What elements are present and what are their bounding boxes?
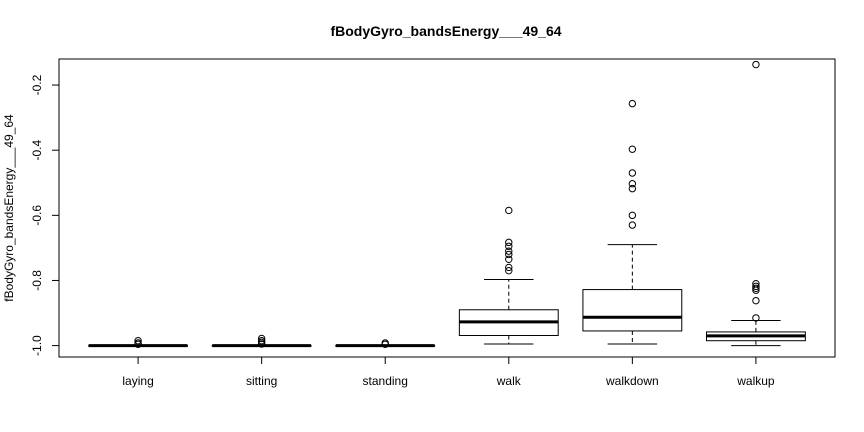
- box-standing: [335, 339, 436, 348]
- y-tick-label: -0.6: [30, 205, 44, 226]
- x-tick-label: walk: [496, 374, 522, 388]
- plot-frame: [58, 58, 836, 358]
- outlier-point: [628, 184, 637, 193]
- x-tick-label: walkup: [736, 374, 775, 388]
- outlier-point: [628, 145, 637, 153]
- outlier-point: [505, 263, 513, 272]
- x-tick-label: laying: [122, 374, 153, 388]
- outlier-point: [505, 238, 513, 247]
- box-walk: [458, 206, 559, 345]
- outlier-point: [134, 340, 142, 348]
- y-tick-label: -1.0: [30, 335, 44, 356]
- outlier-point: [134, 337, 142, 345]
- outlier-point: [505, 242, 513, 250]
- outlier-point: [628, 180, 637, 188]
- x-tick-label: walkdown: [605, 374, 659, 388]
- chart-title: fBodyGyro_bandsEnergy___49_64: [330, 23, 561, 39]
- outlier-point: [752, 286, 760, 294]
- y-tick-label: -0.2: [30, 74, 44, 95]
- outlier-point: [505, 247, 513, 255]
- outlier-point: [628, 169, 637, 177]
- x-tick-label: standing: [363, 374, 408, 388]
- x-axis: laying sitting standing walk walkdown walkup: [122, 356, 775, 388]
- outlier-point: [628, 211, 637, 220]
- y-axis-label: fBodyGyro_bandsEnergy___49_64: [2, 114, 16, 302]
- outlier-point: [257, 340, 266, 348]
- box-walkdown: [582, 99, 683, 345]
- outlier-point: [505, 266, 513, 275]
- outlier-point: [628, 99, 637, 108]
- outlier-point: [628, 221, 637, 229]
- box-laying: [88, 337, 189, 348]
- outlier-point: [505, 206, 513, 215]
- box-sitting: [211, 334, 312, 348]
- x-tick-label: sitting: [246, 374, 277, 388]
- iqr-box: [582, 289, 683, 332]
- y-tick-label: -0.8: [30, 270, 44, 291]
- outlier-point: [257, 334, 266, 343]
- boxes: [88, 60, 806, 348]
- outlier-point: [381, 340, 389, 348]
- box-walkup: [705, 60, 806, 347]
- outlier-point: [752, 296, 760, 305]
- y-tick-label: -0.4: [30, 140, 44, 161]
- y-axis: -1.0 -0.8 -0.6 -0.4 -0.2: [30, 74, 60, 356]
- outlier-point: [505, 250, 513, 259]
- outlier-point: [752, 60, 760, 69]
- outlier-point: [505, 255, 513, 263]
- outlier-point: [752, 282, 760, 291]
- outlier-point: [752, 284, 760, 292]
- outlier-point: [752, 314, 760, 322]
